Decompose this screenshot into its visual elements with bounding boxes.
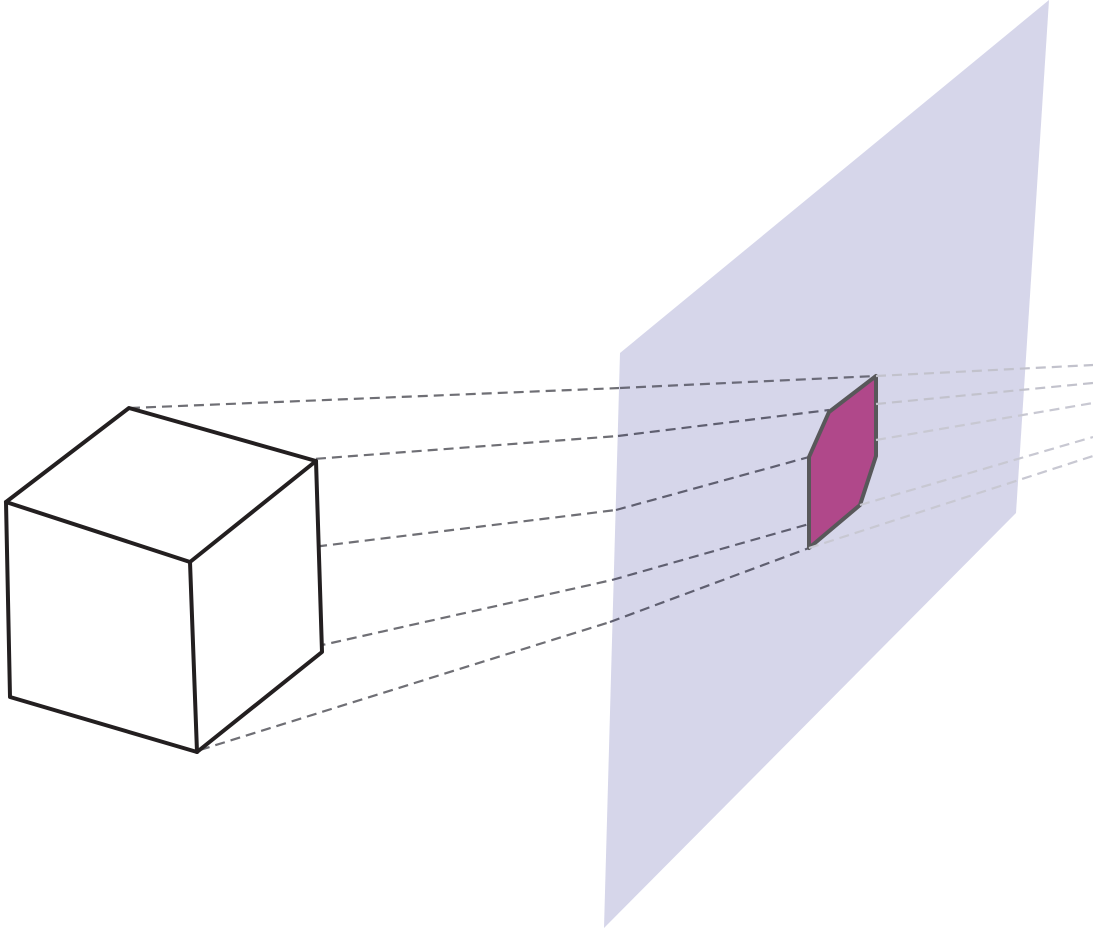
ray-1-front: [129, 386, 621, 410]
ray-1-plane: [619, 374, 877, 390]
ray-3-plane: [615, 455, 810, 512]
ray-5-beyond: [808, 454, 1093, 550]
projection-rays-beyond: [808, 363, 1093, 550]
ray-3-beyond: [875, 401, 1093, 442]
ray-4-beyond: [859, 435, 1093, 507]
ray-2-front: [299, 434, 619, 462]
cube-front-vertical-edge: [188, 560, 199, 754]
ray-4-plane: [611, 522, 810, 582]
cube: [4, 406, 324, 754]
ray-2-beyond: [875, 381, 1093, 406]
ray-1-beyond: [875, 363, 1093, 378]
ray-4-front: [299, 578, 613, 652]
ray-5-plane: [609, 546, 810, 624]
cube-top-face: [6, 408, 316, 562]
projection-rays-on-plane: [609, 374, 877, 624]
cube-side-face: [190, 461, 322, 752]
cube-outline: [4, 406, 324, 754]
cube-front-face: [6, 502, 197, 752]
ray-2-plane: [617, 408, 830, 438]
ray-5-front: [199, 620, 611, 752]
